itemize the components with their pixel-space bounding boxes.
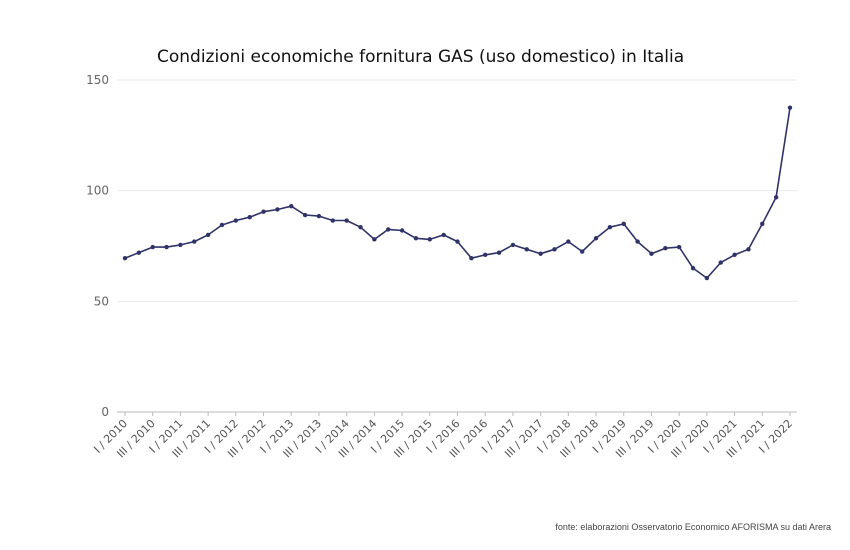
data-point: [552, 247, 557, 252]
data-point: [483, 252, 488, 258]
y-axis: 0 50 100 150: [86, 73, 109, 419]
data-point: [302, 212, 308, 218]
data-point: [289, 203, 294, 209]
y-tick-label: 100: [86, 184, 109, 198]
data-point: [122, 255, 128, 261]
data-point: [330, 218, 336, 223]
gridlines: [117, 79, 797, 413]
data-point: [607, 224, 613, 230]
data-point: [261, 209, 266, 214]
data-point: [150, 244, 155, 250]
data-point: [621, 221, 626, 227]
data-point: [469, 255, 474, 261]
data-point: [510, 242, 516, 248]
data-point: [358, 224, 363, 230]
source-note: fonte: elaborazioni Osservatorio Economi…: [555, 522, 831, 532]
data-point: [718, 260, 723, 265]
data-point: [164, 244, 169, 250]
data-point: [136, 250, 142, 255]
data-point: [732, 252, 737, 258]
data-point: [344, 218, 349, 223]
data-point: [704, 275, 710, 281]
data-point: [427, 237, 432, 242]
data-point: [372, 237, 377, 242]
data-point: [746, 247, 751, 252]
y-tick-label: 50: [94, 294, 109, 308]
data-point: [593, 236, 599, 241]
data-point: [386, 227, 391, 232]
data-point: [787, 105, 793, 110]
data-point: [579, 249, 585, 254]
data-point: [219, 222, 225, 228]
data-point: [760, 221, 765, 227]
data-point: [441, 232, 446, 238]
data-point: [399, 228, 405, 233]
data-point: [524, 247, 529, 252]
chart-title: Condizioni economiche fornitura GAS (uso…: [157, 47, 684, 67]
data-point: [316, 213, 322, 219]
data-point: [455, 239, 460, 244]
data-point: [566, 239, 571, 244]
series-line: [124, 107, 791, 279]
data-point: [649, 251, 654, 256]
data-point: [192, 239, 197, 244]
data-point: [676, 244, 682, 250]
data-point: [538, 251, 543, 256]
data-point: [178, 242, 183, 248]
data-point: [247, 215, 252, 220]
data-point: [773, 195, 779, 200]
series-group: [122, 105, 793, 281]
data-point: [663, 246, 668, 251]
data-point: [233, 218, 239, 223]
data-point: [413, 236, 419, 241]
y-tick-label: 150: [86, 73, 109, 87]
data-point: [275, 207, 280, 212]
data-point: [496, 250, 502, 255]
data-point: [635, 239, 640, 244]
y-tick-label: 0: [101, 405, 109, 419]
data-point: [690, 265, 696, 271]
data-point: [205, 232, 211, 238]
